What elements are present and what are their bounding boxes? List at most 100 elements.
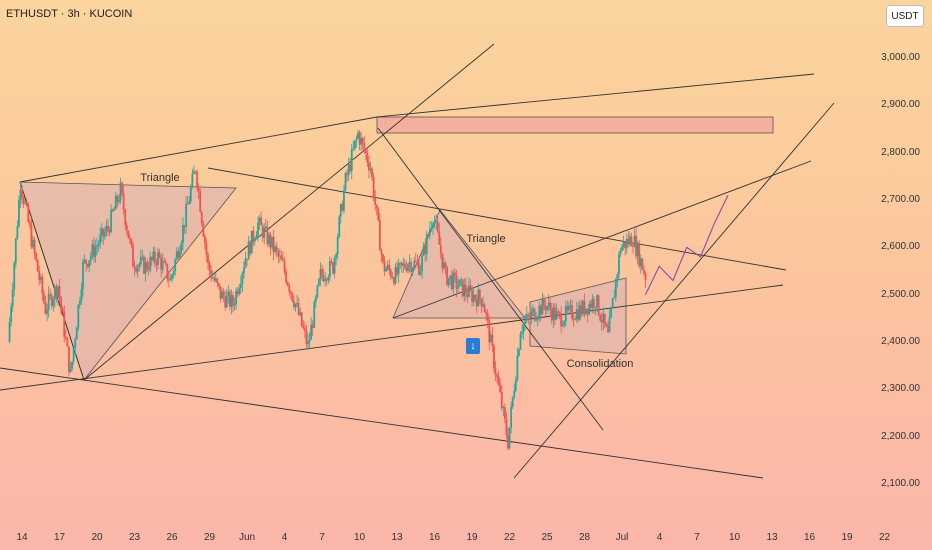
candle-body [219,286,222,299]
candle-body [343,190,345,211]
candle-body [171,274,173,279]
candle-body [397,262,400,275]
candle-body [563,321,566,326]
candle-body [422,246,425,256]
candle-body [639,258,642,267]
candle-body [625,239,628,249]
candle-body [552,307,555,321]
candle-body [80,289,83,301]
candle-body [305,330,308,345]
candle-body [478,289,481,299]
candle-body [391,277,394,279]
candle-body [558,312,561,314]
candle-body [600,320,603,323]
candle-body [275,246,278,251]
candle-body [283,260,286,272]
candle-body [230,295,233,307]
candle-body [197,187,200,192]
candle-body [246,258,248,260]
candle-body [361,138,364,143]
candle-body [264,226,267,229]
candle-body [541,298,544,315]
candle-body [421,255,423,271]
candle-body [374,197,377,205]
candle-body [441,253,444,269]
candle-body [160,257,163,270]
candle-body [593,299,595,308]
candle-body [13,263,16,290]
candle-body [439,244,442,254]
candle-body [257,222,259,236]
candle-body [318,278,320,286]
candle-body [555,311,558,320]
candle-body [297,303,300,315]
currency-button[interactable]: USDT [886,5,924,27]
candle-body [503,407,506,419]
candle-body [110,209,113,233]
candle-body [452,272,455,290]
candle-body [368,162,370,171]
candle-body [328,261,331,278]
candle-body [216,278,219,284]
candle-body [350,149,353,171]
candle-body [553,307,556,320]
candle-body [68,346,70,372]
candle-body [152,251,155,260]
annotation-consolidation: Consolidation [566,358,634,370]
candle-body [19,189,22,201]
candle-body [293,300,295,308]
candle-body [280,255,283,260]
candle-body [571,305,573,319]
candle-body [107,226,109,230]
candle-body [635,235,638,257]
candle-body [407,264,409,271]
candle-body [419,270,422,275]
candle-body [483,304,486,313]
candle-body [636,243,639,257]
candle-body [33,240,36,254]
candle-body [94,247,97,257]
candle-body [278,255,281,257]
candle-body [233,304,236,306]
candle-body [41,277,44,294]
candle-body [638,243,641,267]
candle-body [241,273,244,284]
candle-body [482,304,484,307]
candle-body [538,305,541,318]
candle-body [147,269,150,271]
candle-body [508,427,511,449]
arrow-down-icon[interactable]: ↓ [466,338,480,354]
candle-body [203,236,206,244]
candle-body [238,288,241,295]
candle-body [50,295,53,307]
candle-body [357,132,359,139]
candle-body [324,279,327,282]
candle-body [447,277,450,286]
candle-body [641,258,644,270]
candle-body [628,236,631,245]
candle-body [243,267,245,274]
candle-body [624,241,627,249]
candle-body [122,193,125,210]
candle-body [69,368,72,372]
candle-body [78,300,81,305]
candle-body [633,235,636,247]
candle-body [530,311,533,318]
candle-body [58,286,61,298]
candle-body [619,250,622,255]
candle-body [308,339,311,342]
candle-body [385,268,388,272]
candle-body [130,239,133,246]
candle-body [591,299,594,308]
candle-body [607,326,609,333]
candle-body [214,278,217,281]
candle-body [471,290,473,302]
candle-body [528,316,531,318]
candle-body [366,153,369,163]
candle-body [511,397,514,407]
candle-body [561,325,564,327]
candle-body [207,254,209,264]
candle-body [507,435,509,449]
